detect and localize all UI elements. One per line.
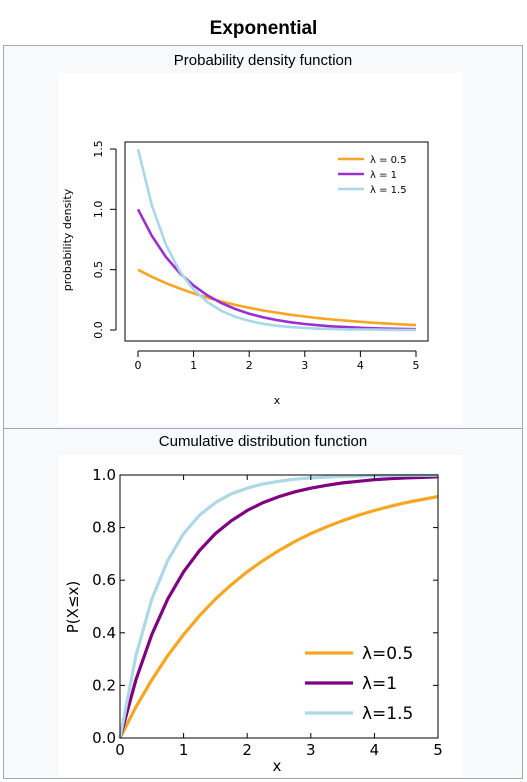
cdf-series-line-2	[118, 473, 438, 739]
x-tick-label: 5	[413, 359, 420, 372]
x-tick-label: 0	[115, 741, 125, 759]
y-tick-label: 0.8	[92, 519, 116, 537]
cdf-chart: 0 1 2 3 4 5 0.0 0.2 0.4 0.6 0.8 1.0 x P(X≤x) λ=0.5 λ=1 λ…	[64, 466, 443, 775]
y-tick-label: 0.2	[92, 676, 116, 694]
pdf-chart: 0 1 2 3 4 5 0.0 0.5 1.0 1.5 x probability density λ …	[61, 140, 429, 407]
x-tick-label: 1	[190, 359, 197, 372]
y-tick-label: 1.5	[92, 140, 105, 158]
section-divider	[3, 428, 523, 429]
x-tick-label: 2	[246, 359, 253, 372]
legend-label-2: λ=1.5	[362, 704, 413, 724]
y-tick-label: 0.4	[92, 624, 116, 642]
y-axis-label: probability density	[61, 188, 74, 291]
x-axis-label: x	[274, 394, 281, 407]
x-tick-label: 3	[306, 741, 316, 759]
x-axis-label: x	[273, 757, 282, 775]
cdf-series-line-1	[118, 475, 439, 739]
x-tick-label: 4	[357, 359, 364, 372]
x-tick-label: 5	[433, 741, 443, 759]
cdf-caption: Cumulative distribution function	[158, 433, 368, 450]
y-tick-label: 0.0	[92, 729, 116, 747]
legend-label-0: λ = 0.5	[370, 155, 407, 166]
x-tick-label: 1	[179, 741, 189, 759]
pdf-series-line-2	[136, 148, 416, 332]
pdf-chart-pane: 0 1 2 3 4 5 0.0 0.5 1.0 1.5 x probability density λ …	[58, 73, 463, 425]
plot-frame	[119, 474, 439, 739]
x-tick-label: 4	[370, 741, 380, 759]
y-tick-label: 1.0	[92, 201, 105, 219]
legend-label-1: λ=1	[362, 674, 397, 694]
legend-label-1: λ = 1	[370, 170, 397, 181]
page-title: Exponential	[209, 18, 318, 39]
pdf-series-line-0	[137, 268, 417, 327]
pdf-caption: Probability density function	[173, 52, 353, 69]
x-tick-label: 2	[242, 741, 252, 759]
legend-label-2: λ = 1.5	[370, 185, 407, 196]
plot-frame	[124, 141, 429, 342]
x-tick-label: 0	[135, 359, 142, 372]
legend-label-0: λ=0.5	[362, 644, 413, 664]
cdf-series-line-0	[118, 495, 439, 739]
cdf-chart-pane: 0 1 2 3 4 5 0.0 0.2 0.4 0.6 0.8 1.0 x P(X≤x) λ=0.5 λ=1 λ…	[58, 455, 463, 777]
y-tick-label: 0.5	[92, 261, 105, 279]
y-tick-label: 0.0	[92, 321, 105, 339]
x-tick-label: 3	[301, 359, 308, 372]
y-tick-label: 0.6	[92, 571, 116, 589]
y-tick-label: 1.0	[92, 466, 116, 484]
y-axis-label: P(X≤x)	[64, 581, 82, 633]
